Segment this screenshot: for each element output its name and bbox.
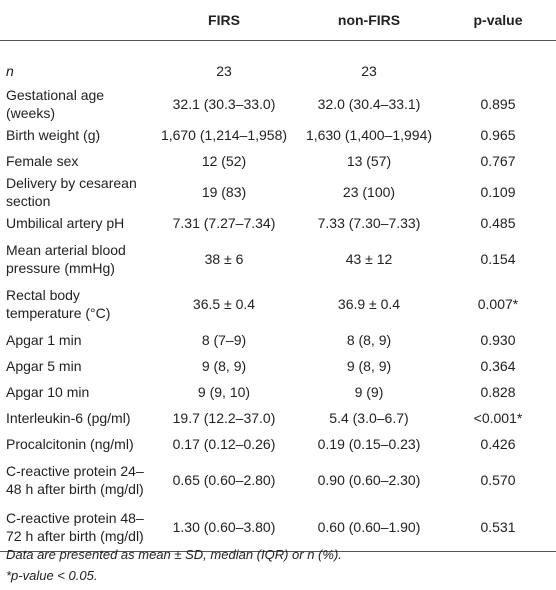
cell: 0.65 (0.60–2.80) (172, 472, 276, 488)
row-label: Apgar 10 min (6, 384, 90, 400)
cell: 7.31 (7.27–7.34) (172, 215, 276, 231)
cell: 0.17 (0.12–0.26) (172, 436, 276, 452)
cell: 0.426 (480, 436, 516, 452)
table-row: Delivery by cesarean section 19 (83) 23 (1… (0, 174, 556, 210)
cell: 7.33 (7.30–7.33) (317, 215, 421, 231)
cell: 8 (7–9) (201, 332, 247, 348)
row-label: Delivery by cesarean section (6, 175, 137, 209)
cell: 1,630 (1,400–1,994) (305, 127, 433, 143)
row-label: C-reactive protein 48–72 h after birth (… (0, 503, 150, 552)
table-row: C-reactive protein 24–48 h after birth (… (0, 457, 556, 503)
table-row: Female sex 12 (52) 13 (57) 0.767 (0, 148, 556, 174)
cell: 0.828 (480, 384, 516, 400)
table-row: Rectal body temperature (°C) 36.5 ± 0.4 36… (0, 281, 556, 327)
footnote: *p-value < 0.05. (6, 568, 98, 583)
row-label: Gestational age (weeks) (6, 87, 105, 121)
table-row: Interleukin-6 (pg/ml) 19.7 (12.2–37.0) 5.4… (0, 405, 556, 431)
cell: <0.001* (473, 410, 523, 426)
column-header: FIRS (150, 0, 298, 41)
cell: 0.60 (0.60–1.90) (298, 503, 440, 552)
table-row: Umbilical artery pH 7.31 (7.27–7.34) 7.33 … (0, 210, 556, 236)
cell: 5.4 (3.0–6.7) (329, 410, 409, 426)
header-row: FIRS non-FIRS p-value (0, 0, 556, 41)
cell: 36.9 ± 0.4 (337, 296, 401, 312)
cell: 12 (52) (201, 153, 247, 169)
cell: 0.965 (480, 127, 516, 143)
cell: 1,670 (1,214–1,958) (160, 127, 288, 143)
cell: 0.007* (477, 296, 519, 312)
row-label: Interleukin-6 (pg/ml) (6, 410, 131, 426)
cell: 23 (361, 63, 377, 79)
cell: 32.0 (30.4–33.1) (317, 96, 421, 112)
column-header: p-value (440, 0, 556, 41)
cell: 19 (83) (201, 184, 247, 200)
table-row: Mean arterial blood pressure (mmHg) 38 ± … (0, 236, 556, 281)
data-table: FIRS non-FIRS p-value n 23 23 Gestational age… (0, 0, 556, 552)
row-label: Umbilical artery pH (6, 215, 125, 231)
row-label: Rectal body temperature (°C) (6, 287, 111, 321)
row-label: Apgar 1 min (6, 332, 82, 348)
cell: 32.1 (30.3–33.0) (172, 96, 276, 112)
cell: 23 (100) (342, 184, 396, 200)
cell: 36.5 ± 0.4 (192, 296, 256, 312)
cell: 38 ± 6 (204, 250, 244, 267)
cell: 23 (216, 63, 232, 79)
column-header: non-FIRS (298, 0, 440, 41)
cell: 9 (9) (354, 384, 384, 400)
row-label: Birth weight (g) (6, 127, 101, 143)
cell: 0.895 (480, 96, 516, 112)
column-header (0, 0, 150, 41)
table-row: Gestational age (weeks) 32.1 (30.3–33.0) 3… (0, 86, 556, 122)
cell: 0.531 (440, 503, 556, 552)
cell: 0.364 (480, 358, 516, 374)
cell (440, 41, 556, 87)
cell: 9 (8, 9) (201, 358, 247, 374)
table-row: Apgar 10 min 9 (9, 10) 9 (9) 0.828 (0, 379, 556, 405)
row-label: Female sex (6, 153, 79, 169)
table-row: C-reactive protein 48–72 h after birth (… (0, 503, 556, 552)
cell: 0.19 (0.15–0.23) (317, 436, 421, 452)
row-label: n (6, 63, 14, 79)
cell: 8 (8, 9) (346, 332, 392, 348)
cell: 0.930 (480, 332, 516, 348)
cell: 0.154 (480, 250, 516, 267)
row-label: Mean arterial blood pressure (mmHg) (6, 241, 126, 276)
cell: 0.570 (480, 472, 516, 488)
cell: 0.109 (480, 184, 516, 200)
cell: 0.767 (480, 153, 516, 169)
table-row: Apgar 1 min 8 (7–9) 8 (8, 9) 0.930 (0, 327, 556, 353)
footnote: Data are presented as mean ± SD, median … (6, 547, 342, 562)
table-row: Procalcitonin (ng/ml) 0.17 (0.12–0.26) 0.1… (0, 431, 556, 457)
cell: 13 (57) (346, 153, 392, 169)
cell: 43 ± 12 (345, 250, 393, 267)
cell: 0.90 (0.60–2.30) (317, 472, 421, 488)
cell: 9 (8, 9) (346, 358, 392, 374)
row-label: Procalcitonin (ng/ml) (6, 436, 134, 452)
row-label: C-reactive protein 24–48 h after birth (… (6, 463, 144, 497)
cell: 9 (9, 10) (197, 384, 251, 400)
row-label: Apgar 5 min (6, 358, 82, 374)
cell: 0.485 (480, 215, 516, 231)
cell: 1.30 (0.60–3.80) (150, 503, 298, 552)
table-row: Apgar 5 min 9 (8, 9) 9 (8, 9) 0.364 (0, 353, 556, 379)
cell: 19.7 (12.2–37.0) (172, 410, 276, 426)
table-row: n 23 23 (0, 41, 556, 87)
table-row: Birth weight (g) 1,670 (1,214–1,958) 1,630… (0, 122, 556, 148)
